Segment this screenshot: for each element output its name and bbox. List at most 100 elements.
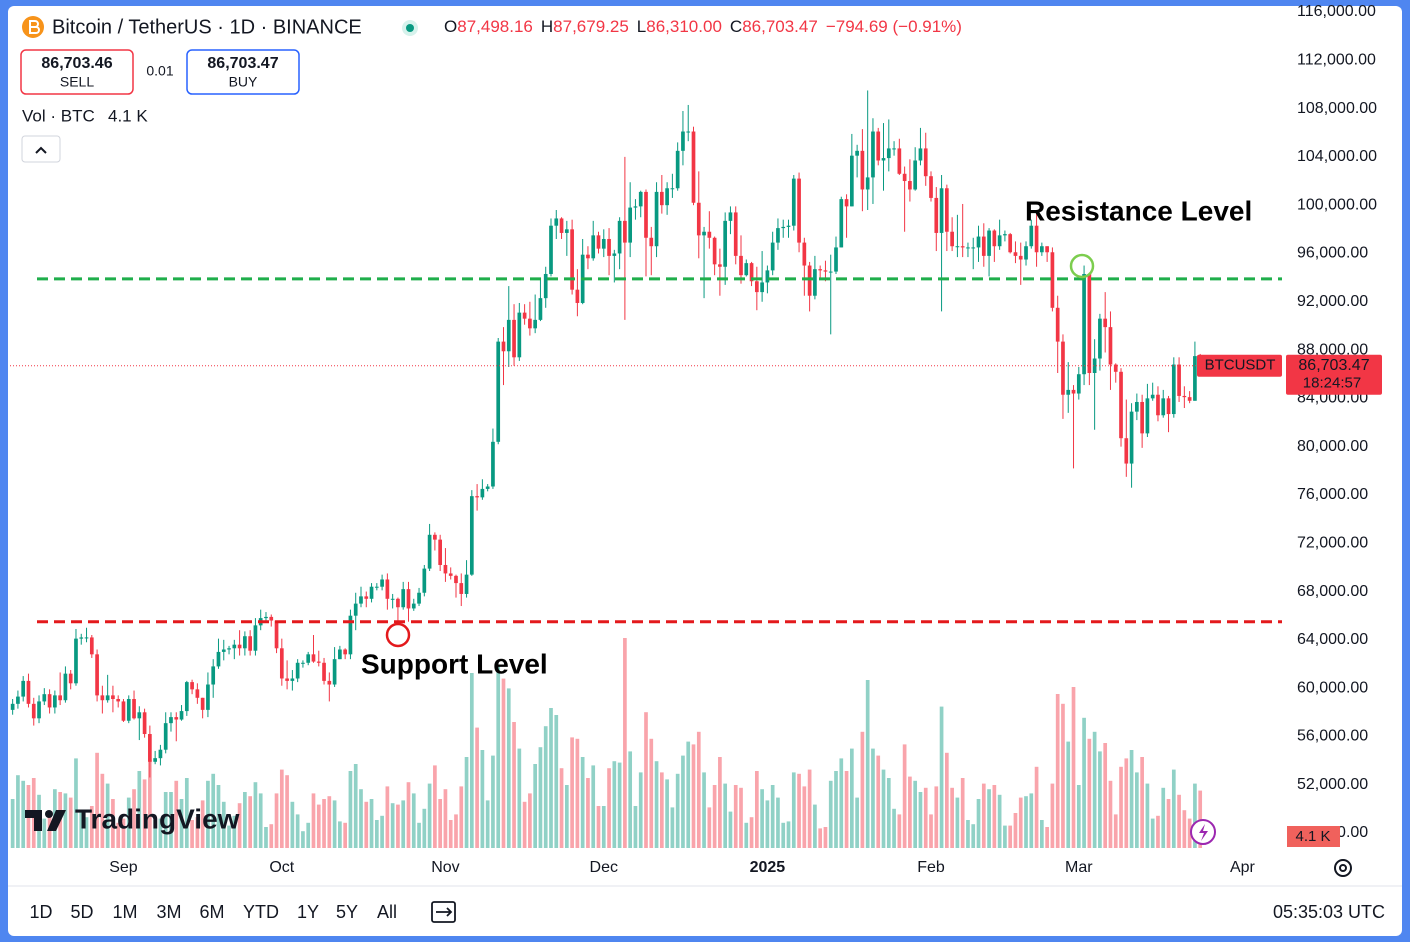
- ohlc-value: 87,498.16: [457, 17, 533, 36]
- candle-body: [992, 230, 997, 247]
- candle-body: [649, 237, 654, 247]
- sell-label[interactable]: SELL: [60, 74, 94, 90]
- price-badge-text: 86,703.47: [1298, 357, 1369, 374]
- settings-icon[interactable]: [1334, 859, 1352, 877]
- candle-body: [306, 654, 311, 663]
- compare-icon[interactable]: [431, 901, 456, 923]
- candle-body: [633, 206, 638, 208]
- sell-box[interactable]: [20, 49, 134, 95]
- volume-bar: [137, 771, 142, 848]
- volume-bar: [939, 706, 944, 848]
- candle-body: [512, 319, 516, 358]
- candle-body: [396, 598, 400, 608]
- candle-body: [221, 649, 226, 652]
- alert-bolt[interactable]: [1199, 824, 1208, 841]
- range-button[interactable]: 5D: [70, 902, 93, 922]
- x-tick-label: Oct: [269, 859, 294, 876]
- sell-price[interactable]: 86,703.46: [41, 55, 112, 72]
- candle-body: [718, 264, 722, 267]
- settings-icon-core[interactable]: [1339, 864, 1347, 872]
- candle-body: [316, 661, 321, 663]
- candle-body: [966, 247, 970, 249]
- volume-bar: [839, 758, 844, 848]
- compare-icon-box[interactable]: [431, 901, 456, 923]
- range-button[interactable]: 3M: [156, 902, 181, 922]
- candle-body: [1092, 358, 1097, 374]
- volume-bar: [459, 786, 464, 848]
- candle-body: [1098, 318, 1102, 359]
- volume-bar: [712, 785, 717, 848]
- toolbar: 1D 5D 1M 3M 6M YTD 1Y 5Y All: [29, 902, 397, 922]
- volume-bar: [1082, 717, 1086, 848]
- candle-body: [538, 298, 543, 320]
- panel: [8, 6, 1402, 936]
- candle-body: [443, 564, 448, 574]
- candle-body: [1145, 398, 1150, 434]
- collapse-button[interactable]: [21, 135, 61, 163]
- range-button[interactable]: All: [377, 902, 397, 922]
- volume-bar: [316, 804, 321, 848]
- volume-bar: [227, 825, 231, 848]
- sell-button[interactable]: 86,703.46 SELL: [20, 49, 134, 95]
- buy-button[interactable]: 86,703.47 BUY: [186, 49, 300, 95]
- candle-body: [142, 712, 147, 735]
- y-tick-label: 72,000.00: [1297, 534, 1368, 551]
- candle-body: [491, 441, 495, 487]
- buy-label[interactable]: BUY: [229, 74, 258, 90]
- volume-bar: [1193, 783, 1197, 848]
- candle-body: [929, 176, 933, 198]
- volume-bar: [881, 769, 886, 848]
- candle-body: [1034, 225, 1039, 253]
- x-tick-label: 2025: [750, 859, 786, 876]
- candle-body: [955, 246, 960, 248]
- compare-icon-arrow[interactable]: [436, 907, 453, 917]
- candle-body: [390, 598, 395, 600]
- volume-bar: [1003, 825, 1007, 848]
- volume-bar: [834, 771, 838, 848]
- volume-bar: [274, 793, 279, 848]
- candle-body: [1008, 234, 1013, 253]
- symbol-badge: [1197, 354, 1282, 377]
- volume-bar: [142, 779, 147, 848]
- volume-bar: [1166, 799, 1171, 848]
- volume-bar: [359, 789, 363, 848]
- volume-bar: [411, 793, 416, 848]
- y-tick-label: 64,000.00: [1297, 631, 1368, 648]
- volume-bar: [1008, 825, 1013, 848]
- range-button[interactable]: 1M: [112, 902, 137, 922]
- candle-body: [897, 148, 902, 174]
- volume-bar: [902, 744, 907, 848]
- volume-bar: [923, 787, 928, 848]
- range-button[interactable]: 1D: [29, 902, 52, 922]
- volume-bar: [533, 764, 538, 848]
- volume-bar: [438, 799, 443, 848]
- volume-bar: [1161, 787, 1166, 848]
- candle-body: [148, 734, 152, 762]
- volume-bar: [754, 771, 759, 848]
- candle-body: [944, 188, 949, 232]
- range-button[interactable]: YTD: [243, 902, 279, 922]
- volume-bar: [849, 748, 854, 848]
- symbol-badge-text: BTCUSDT: [1205, 357, 1276, 374]
- volume-bar: [728, 811, 733, 848]
- candle-body: [1171, 364, 1176, 415]
- volume-bar: [211, 773, 216, 848]
- candle-body: [63, 673, 68, 701]
- candle-body: [517, 312, 522, 358]
- buy-box[interactable]: [186, 49, 300, 95]
- volume-bar: [718, 757, 722, 848]
- volume-bar: [491, 755, 495, 848]
- collapse-chevron[interactable]: [35, 146, 47, 154]
- candle-body: [211, 666, 216, 685]
- volume-bar: [776, 797, 780, 848]
- buy-price[interactable]: 86,703.47: [207, 55, 278, 72]
- range-button[interactable]: 6M: [199, 902, 224, 922]
- range-button[interactable]: 5Y: [336, 902, 358, 922]
- volume-bar: [111, 799, 115, 848]
- volume-bar: [1098, 751, 1102, 848]
- volume-bar: [564, 785, 569, 848]
- candle-body: [227, 648, 231, 650]
- candle-body: [179, 711, 184, 720]
- range-button[interactable]: 1Y: [297, 902, 319, 922]
- volume-bar: [607, 768, 611, 848]
